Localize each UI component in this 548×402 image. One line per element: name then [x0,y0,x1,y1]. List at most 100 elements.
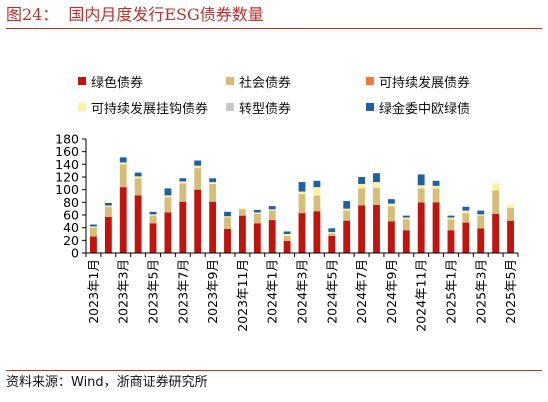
figure-source: 资料来源：Wind，浙商证券研究所 [6,370,542,397]
legend-swatch [78,77,86,85]
bar-segment [313,195,321,212]
bar-segment [402,219,410,231]
y-tick-label: 60 [63,208,79,223]
bar-segment [238,209,246,216]
legend-label: 转型债券 [239,101,292,117]
bar-segment [194,160,202,166]
legend-label: 社会债券 [239,75,292,91]
bar-segment [253,213,261,224]
bar-segment [298,194,306,214]
x-tick-label: 2023年11月 [235,259,250,332]
bar-segment [164,195,172,198]
x-tick-label: 2023年1月 [86,259,101,324]
figure-number: 图24： [6,5,59,24]
bar-segment [313,211,321,253]
bar-segment [373,204,380,253]
bar-segment [253,212,261,214]
bar-segment [224,228,231,253]
bar-segment [387,221,395,253]
x-tick-label: 2024年5月 [324,259,339,324]
bar-segment [104,202,112,206]
bar-segment [209,178,217,183]
bar-segment [417,202,425,253]
x-tick-label: 2025年5月 [503,259,518,324]
bar-segment [507,220,514,253]
y-tick-label: 80 [63,195,79,210]
bar-segment [343,210,351,221]
x-tick-label: 2025年3月 [473,259,488,324]
bar-segment [104,206,112,217]
bar-segment [268,220,276,253]
x-tick-label: 2023年7月 [175,259,190,324]
bar-segment [462,213,470,223]
bar-segment [462,206,470,211]
x-tick-label: 2023年5月 [146,259,161,324]
chart-legend: 绿色债券 社会债券 可持续发展债券 可持续发展挂钩债券 转型债券 绿金委中欧绿债 [78,68,518,120]
x-tick-label: 2024年9月 [384,259,399,324]
y-tick-label: 100 [55,182,79,197]
bar-segment [164,197,172,213]
bar-segment [268,209,276,211]
bar-segment [90,226,97,228]
bar-segment [387,206,395,222]
bar-segment [462,222,470,253]
y-tick-label: 120 [55,170,79,185]
bar-segment [343,220,351,253]
bar-segment [402,217,410,220]
bar-segment [328,232,336,234]
bar-segment [224,211,231,217]
bar-segment [179,178,187,182]
bar-segment [298,182,306,192]
legend-swatch [366,103,374,111]
y-tick-label: 160 [55,144,79,159]
bar-segment [313,187,321,196]
bar-segment [507,208,514,221]
figure-title-bar: 图24： 国内月度发行ESG债券数量 [6,2,542,29]
y-tick-label: 0 [71,246,79,261]
bar-segment [149,211,157,215]
legend-item-social-bond: 社会债券 [226,72,366,91]
bar-segment [194,165,202,169]
bar-segment [477,228,485,253]
bar-segment [194,168,202,190]
bar-segment [104,216,112,253]
legend-item-sustainability-bond: 可持续发展债券 [366,72,470,91]
bar-segment [179,181,187,184]
legend-swatch [78,103,86,111]
bar-segment [373,182,380,188]
bar-segment [179,183,187,202]
x-tick-label: 2023年9月 [205,259,220,324]
bar-segment [179,201,187,253]
bar-segment [358,177,366,184]
bar-segment [119,157,127,163]
bar-segment [149,215,157,224]
x-tick-label: 2024年3月 [295,259,310,324]
x-tick-label: 2023年3月 [116,259,131,324]
legend-label: 可持续发展债券 [379,75,471,91]
bar-segment [358,205,366,253]
legend-item-sustainability-linked-bond: 可持续发展挂钩债券 [78,98,226,117]
bar-segment [373,187,380,205]
bar-segment [298,213,306,253]
bar-segment [149,223,157,253]
bar-segment [432,202,440,253]
bar-segment [134,176,142,179]
bar-segment [432,180,440,186]
legend-label: 绿金委中欧绿债 [379,101,471,117]
legend-item-transition-bond: 转型债券 [226,98,366,117]
bar-segment [164,212,172,253]
bar-segment [432,188,440,203]
bar-segment [387,203,395,207]
y-tick-label: 180 [55,132,79,147]
bar-segment [268,206,276,210]
y-tick-label: 40 [63,220,79,235]
bar-segment [477,210,485,215]
bar-segment [149,214,157,216]
bar-segment [402,215,410,218]
bar-segment [492,190,500,214]
bar-segment [343,208,351,211]
bar-segment [417,185,425,189]
bar-segment [417,188,425,203]
bar-segment [134,178,142,196]
bar-segment [492,183,500,191]
